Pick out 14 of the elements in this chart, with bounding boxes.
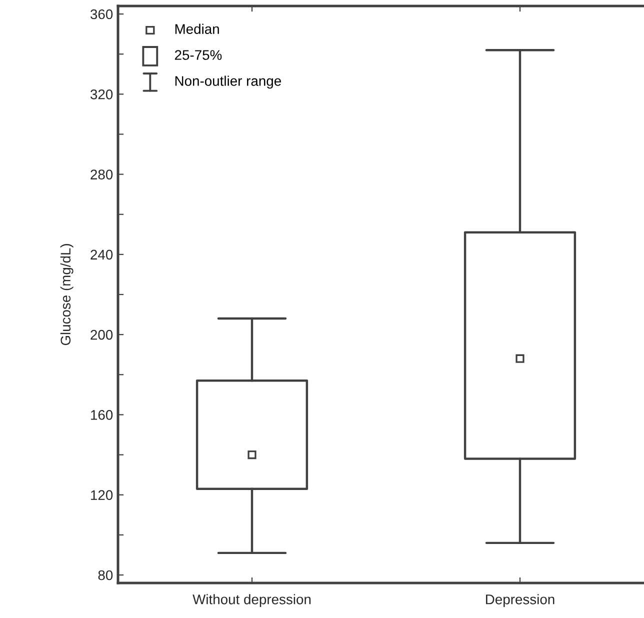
y-axis-title: Glucose (mg/dL) — [60, 244, 74, 346]
y-tick-label: 80 — [98, 570, 113, 580]
x-tick-label: Depression — [486, 594, 554, 608]
y-tick-label: 240 — [90, 250, 113, 260]
y-tick-label: 360 — [90, 9, 113, 20]
x-tick-label: Without depression — [192, 594, 311, 608]
y-tick-label: 160 — [91, 410, 113, 420]
y-tick-label: 280 — [90, 170, 113, 180]
annotation: 25-75% — [174, 50, 222, 60]
annotation: Non-outlier range — [175, 76, 281, 89]
annotation: Median — [175, 24, 219, 34]
y-tick-label: 200 — [90, 330, 113, 340]
y-tick-label: 120 — [91, 490, 113, 500]
y-tick-label: 320 — [90, 89, 113, 100]
